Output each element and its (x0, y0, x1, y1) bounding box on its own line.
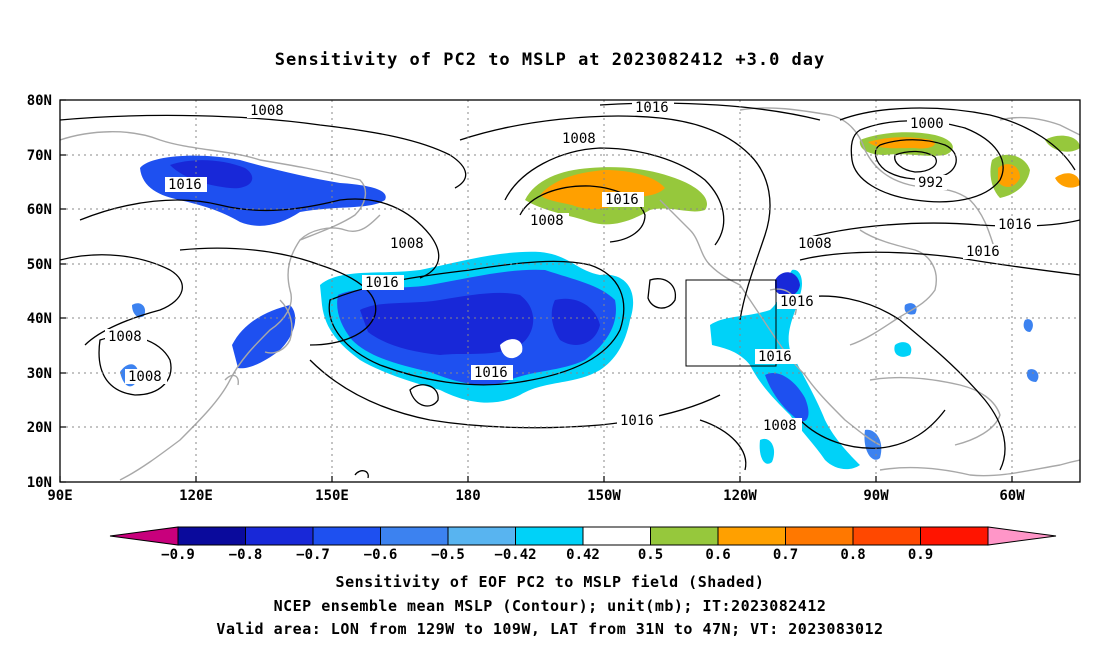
lat-label: 50N (27, 257, 52, 273)
colorbar-cell (920, 526, 989, 546)
lon-label: 60W (999, 488, 1025, 504)
contour-label: 992 (918, 175, 943, 191)
coastlines (60, 107, 1080, 481)
lat-label: 60N (27, 202, 52, 218)
lat-label: 10N (27, 475, 52, 491)
colorbar-tick-label: −0.9 (161, 547, 195, 563)
colorbar-cell (447, 526, 516, 546)
lon-label: 180 (455, 488, 480, 504)
chart-title: Sensitivity of PC2 to MSLP at 2023082412… (274, 50, 826, 70)
lat-lon-grid (60, 100, 1080, 482)
contour-label: 1008 (798, 236, 832, 252)
colorbar-cell (650, 526, 719, 546)
lon-label: 120W (723, 488, 757, 504)
lat-label: 20N (27, 420, 52, 436)
contour-label: 1008 (530, 213, 564, 229)
axis-ticks (59, 99, 1013, 483)
contour-label: 1016 (620, 413, 654, 429)
caption-line-3: Valid area: LON from 129W to 109W, LAT f… (216, 620, 884, 638)
colorbar-tick-label: −0.6 (364, 547, 398, 563)
lon-label: 90E (47, 488, 72, 504)
contour-label: 1000 (910, 116, 944, 132)
contour-label: 1008 (128, 369, 162, 385)
contour-label: 1008 (562, 131, 596, 147)
lon-label: 150W (587, 488, 621, 504)
colorbar-cell (717, 526, 786, 546)
lat-label: 80N (27, 93, 52, 109)
contour-label: 1008 (390, 236, 424, 252)
colorbar-tick-label: 0.7 (773, 547, 798, 563)
mslp-contours (60, 102, 1080, 479)
lon-label: 120E (179, 488, 213, 504)
colorbar-low-triangle (109, 526, 179, 546)
contour-label: 1016 (780, 294, 814, 310)
longitude-axis-labels: 90E 120E 150E 180 150W 120W 90W 60W (47, 488, 1025, 504)
contour-label: 1016 (635, 100, 669, 116)
colorbar-cell (582, 526, 651, 546)
colorbar-tick-label: −0.42 (494, 547, 536, 563)
contour-label: 1016 (168, 177, 202, 193)
colorbar-tick-label: −0.8 (229, 547, 263, 563)
colorbar-tick-label: 0.42 (566, 547, 600, 563)
colorbar-cell (785, 526, 854, 546)
contour-label: 1016 (998, 217, 1032, 233)
colorbar-tick-label: 0.9 (908, 547, 933, 563)
colorbar-tick-label: 0.8 (840, 547, 865, 563)
contour-label: 1016 (365, 275, 399, 291)
lon-label: 150E (315, 488, 349, 504)
colorbar-cell (515, 526, 584, 546)
colorbar-tick-label: −0.7 (296, 547, 330, 563)
colorbar-cell (312, 526, 381, 546)
colorbar-tick-label: 0.5 (638, 547, 663, 563)
contour-labels: 1008 1016 1008 1016 1008 1016 1008 1008 … (105, 100, 1037, 434)
lon-label: 90W (863, 488, 889, 504)
plot-frame (59, 99, 1081, 483)
colorbar-high-triangle (987, 526, 1057, 546)
caption-line-1: Sensitivity of EOF PC2 to MSLP field (Sh… (335, 573, 765, 591)
colorbar-cell (245, 526, 314, 546)
caption-line-2: NCEP ensemble mean MSLP (Contour); unit(… (273, 597, 827, 615)
colorbar-tick-label: −0.5 (431, 547, 465, 563)
colorbar-cell (177, 526, 246, 546)
contour-label: 1008 (763, 418, 797, 434)
contour-label: 1016 (474, 365, 508, 381)
valid-area-box (685, 279, 777, 367)
contour-label: 1008 (250, 103, 284, 119)
colorbar-cell (380, 526, 449, 546)
latitude-axis-labels: 80N 70N 60N 50N 40N 30N 20N 10N (27, 93, 52, 491)
contour-label: 1016 (605, 192, 639, 208)
lat-label: 70N (27, 148, 52, 164)
contour-label: 1016 (758, 349, 792, 365)
colorbar-cell (852, 526, 921, 546)
contour-label: 1008 (108, 329, 142, 345)
colorbar-tick-label: 0.6 (705, 547, 730, 563)
lat-label: 30N (27, 366, 52, 382)
lat-label: 40N (27, 311, 52, 327)
contour-label: 1016 (966, 244, 1000, 260)
negative-sensitivity-shading (120, 155, 1039, 470)
